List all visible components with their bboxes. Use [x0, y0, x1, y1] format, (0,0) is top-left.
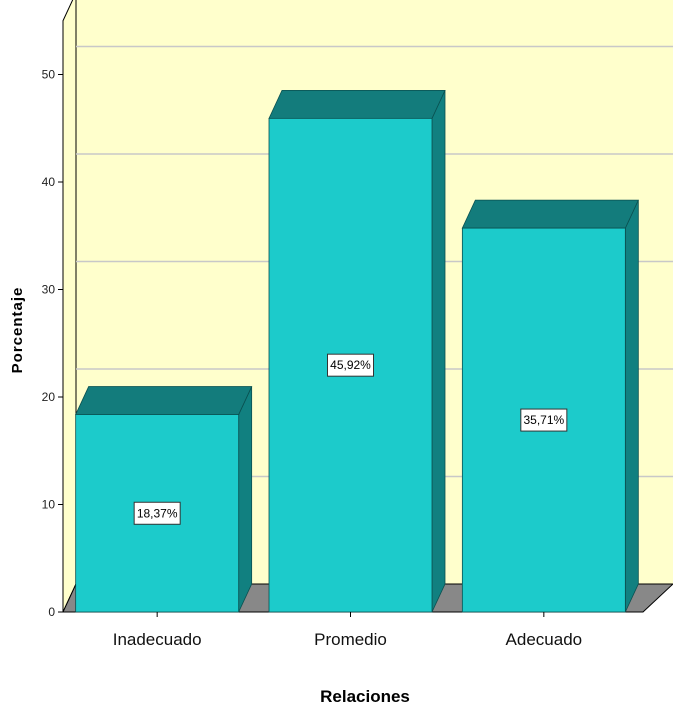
x-tick-label: Adecuado [506, 630, 583, 649]
bar-side [238, 386, 253, 613]
x-tick-label: Promedio [314, 630, 387, 649]
y-tick-label: 0 [48, 605, 55, 619]
data-label: 35,71% [523, 413, 564, 427]
y-tick-label: 40 [42, 175, 56, 189]
data-label-box [133, 501, 181, 525]
y-tick-label: 50 [42, 68, 56, 82]
x-axis-title: Relaciones [320, 687, 410, 706]
bar-side [624, 199, 639, 613]
y-tick-label: 30 [42, 283, 56, 297]
bar: 35,71% [461, 199, 639, 613]
bars: 18,37% 45,92% 35,71% [75, 89, 639, 613]
bar-side [431, 90, 446, 613]
x-tick-label: Inadecuado [113, 630, 202, 649]
y-tick-label: 10 [42, 498, 56, 512]
bar: 18,37% [75, 386, 253, 613]
plot-left-wall [62, 0, 77, 613]
bar-top [75, 386, 253, 415]
y-tick-label: 20 [42, 390, 56, 404]
bar: 45,92% [268, 89, 446, 613]
x-axis-ticks: Inadecuado Promedio Adecuado [113, 612, 582, 649]
bar-top [268, 89, 446, 119]
bar-top [461, 199, 639, 229]
data-label-box [520, 408, 568, 432]
data-label: 45,92% [330, 358, 371, 372]
y-axis-ticks: 0 10 20 30 40 50 [42, 20, 64, 619]
y-axis-title: Porcentaje [9, 287, 26, 374]
data-label-box [327, 353, 374, 377]
data-label: 18,37% [137, 506, 178, 520]
